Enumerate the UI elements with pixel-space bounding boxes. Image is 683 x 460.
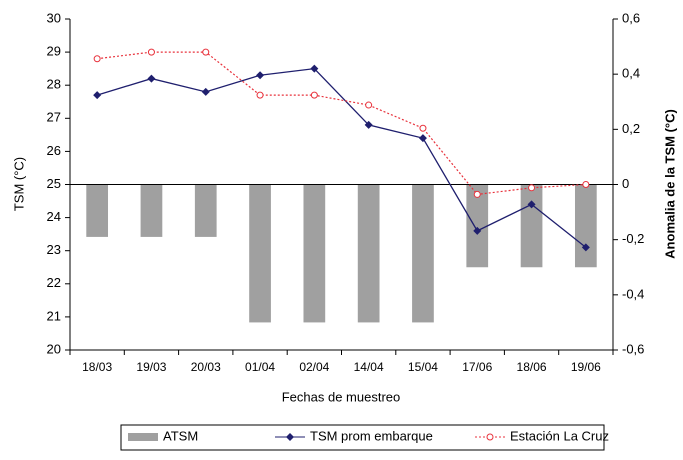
y-tick-label: 27 [47, 110, 61, 125]
marker [202, 48, 210, 56]
bar [86, 184, 109, 237]
bar [194, 184, 217, 237]
marker [147, 48, 155, 56]
legend-label: Estación La Cruz [510, 428, 609, 443]
legend-marker [486, 433, 494, 441]
y-tick-label: 23 [47, 242, 61, 257]
y-tick-label: 24 [47, 209, 61, 224]
bar [303, 184, 326, 323]
legend-box [120, 424, 605, 451]
y-tick-label: 30 [47, 10, 61, 25]
legend-label: TSM prom embarque [310, 428, 433, 443]
marker [364, 120, 373, 129]
y2-tick-label: -0,2 [622, 231, 644, 246]
marker [419, 124, 427, 132]
y-tick-label: 20 [47, 341, 61, 356]
y2-tick-label: 0 [622, 176, 629, 191]
marker [256, 71, 265, 80]
y-tick-label: 28 [47, 77, 61, 92]
legend-swatch [128, 433, 158, 441]
marker [201, 87, 210, 96]
marker [581, 243, 590, 252]
marker [365, 101, 373, 109]
y-tick-label: 21 [47, 308, 61, 323]
bar [357, 184, 380, 323]
y-axis-label: TSM (°C) [11, 157, 26, 211]
marker [473, 190, 481, 198]
bar [412, 184, 434, 323]
y-tick-label: 22 [47, 275, 61, 290]
legend-marker [286, 433, 294, 441]
x-tick-label: 01/04 [245, 360, 275, 374]
x-axis-label: Fechas de muestreo [282, 389, 401, 404]
line [97, 51, 586, 196]
x-tick-label: 18/06 [517, 360, 547, 374]
marker [473, 226, 482, 235]
y2-tick-label: 0,2 [622, 121, 640, 136]
y-tick-label: 29 [47, 44, 61, 59]
x-tick-label: 19/06 [571, 360, 601, 374]
marker [147, 74, 156, 83]
bar [249, 184, 271, 323]
y2-tick-label: -0,4 [622, 286, 644, 301]
marker [527, 200, 536, 209]
marker [310, 64, 319, 73]
x-tick-label: 17/06 [462, 360, 492, 374]
bar [140, 184, 163, 237]
marker [310, 91, 318, 99]
bar [574, 184, 597, 268]
y-tick-label: 26 [47, 143, 61, 158]
bar [520, 184, 543, 268]
marker [528, 184, 536, 192]
y2-tick-label: 0,4 [622, 66, 640, 81]
marker [582, 181, 590, 188]
marker [93, 91, 102, 100]
x-tick-label: 14/04 [354, 360, 384, 374]
y2-tick-label: 0,6 [622, 10, 640, 25]
x-tick-label: 15/04 [408, 360, 438, 374]
y2-tick-label: -0,6 [622, 341, 644, 356]
marker [418, 134, 427, 143]
x-tick-label: 20/03 [191, 360, 221, 374]
marker [93, 55, 101, 63]
marker [256, 91, 264, 99]
line [96, 67, 587, 248]
bar [466, 184, 489, 268]
x-tick-label: 19/03 [136, 360, 166, 374]
x-tick-label: 18/03 [82, 360, 112, 374]
y-tick-label: 25 [47, 176, 61, 191]
x-tick-label: 02/04 [299, 360, 329, 374]
legend-label: ATSM [163, 428, 198, 443]
y2-axis-label: Anomalia de la TSM (°C) [662, 109, 677, 259]
